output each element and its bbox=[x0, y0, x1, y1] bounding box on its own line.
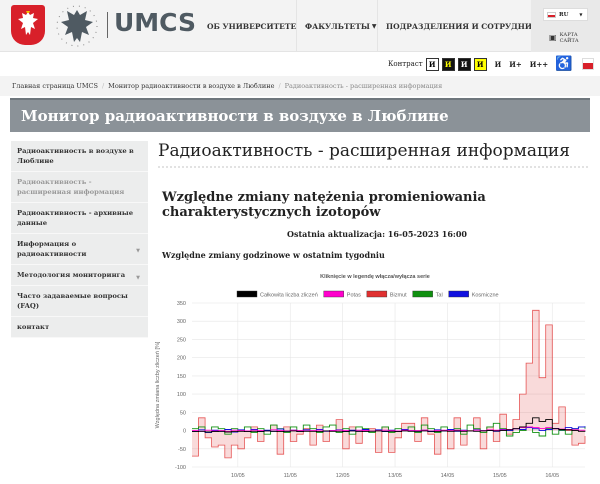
y-tick-label: 300 bbox=[177, 319, 186, 325]
nav-about[interactable]: ОБ УНИВЕРСИТЕТЕ bbox=[199, 0, 304, 52]
y-tick-label: 150 bbox=[177, 374, 186, 380]
page-banner: Монитор радиоактивности в воздухе в Любл… bbox=[10, 98, 590, 132]
wheelchair-accessibility-icon[interactable]: ♿ bbox=[555, 56, 573, 72]
contrast-default-button[interactable]: И bbox=[425, 57, 439, 71]
legend-item[interactable]: Całkowita liczba zliczeń bbox=[236, 290, 318, 299]
legend-label: Całkowita liczba zliczeń bbox=[260, 293, 318, 299]
contrast-yellow-black-button[interactable]: И bbox=[473, 57, 487, 71]
sitemap-label: КАРТА bbox=[559, 32, 578, 38]
sidebar-item-label: Радиоактивность - расширенная информация bbox=[17, 178, 125, 196]
legend-label: Potas bbox=[347, 293, 361, 299]
y-tick-label: -100 bbox=[175, 465, 186, 471]
sitemap-label: САЙТА bbox=[559, 38, 579, 44]
breadcrumb-separator: / bbox=[101, 82, 105, 90]
x-tick-label: 15/05 bbox=[493, 473, 507, 479]
nav-faculties[interactable]: ФАКУЛЬТЕТЫ ▼ bbox=[296, 0, 384, 52]
sidebar-item-label: Методология мониторинга bbox=[17, 271, 126, 279]
sidebar-item-label: Радиоактивность в воздухе в Люблине bbox=[17, 147, 134, 165]
nav-departments[interactable]: ПОДРАЗДЕЛЕНИЯ И СОТРУДНИКИ bbox=[377, 0, 554, 52]
contrast-label: Контраст bbox=[388, 60, 423, 68]
legend-item[interactable]: Bizmut bbox=[366, 290, 407, 299]
legend-item[interactable]: Kosmiczne bbox=[448, 290, 499, 299]
sidebar-item-label: Информация о радиоактивности bbox=[17, 240, 87, 258]
language-value: RU bbox=[559, 11, 569, 18]
legend-label: Bizmut bbox=[390, 293, 407, 299]
x-tick-label: 14/05 bbox=[441, 473, 455, 479]
radioactivity-chart: Kliknięcie w legendę włącza/wyłącza seri… bbox=[155, 274, 586, 479]
x-tick-label: 12/05 bbox=[336, 473, 350, 479]
flag-icon bbox=[547, 11, 556, 18]
legend-swatch bbox=[412, 290, 433, 298]
font-size-larger-button[interactable]: И++ bbox=[529, 59, 549, 69]
chevron-down-icon: ▼ bbox=[371, 22, 377, 30]
site-header: UMCS ОБ УНИВЕРСИТЕТЕ ФАКУЛЬТЕТЫ ▼ ПОДРАЗД… bbox=[0, 0, 600, 52]
umcs-eagle-logo[interactable] bbox=[55, 4, 100, 48]
legend-swatch bbox=[236, 290, 258, 298]
sidebar-item-methodology[interactable]: Методология мониторинга ▼ bbox=[11, 265, 148, 286]
y-tick-label: 200 bbox=[177, 356, 186, 362]
legend-item[interactable]: Potas bbox=[323, 290, 361, 299]
poland-emblem-logo[interactable] bbox=[11, 5, 45, 45]
y-tick-label: 350 bbox=[177, 301, 186, 307]
legend-label: Tal bbox=[436, 293, 443, 299]
legend-swatch bbox=[323, 290, 344, 298]
legend-swatch bbox=[448, 290, 469, 298]
sidebar-item-label: Радиоактивность - архивные данные bbox=[17, 209, 134, 227]
chevron-down-icon: ▼ bbox=[579, 12, 583, 17]
x-tick-label: 10/05 bbox=[231, 473, 245, 479]
y-tick-label: 100 bbox=[177, 392, 186, 398]
last-update: Ostatnia aktualizacja: 16-05-2023 16:00 bbox=[287, 229, 467, 239]
nav-label: ОБ УНИВЕРСИТЕТЕ bbox=[207, 21, 297, 31]
breadcrumb-current: Радиоактивность - расширенная информация bbox=[284, 82, 443, 90]
contrast-black-white-button[interactable]: И bbox=[457, 57, 471, 71]
breadcrumb: Главная страница UMCS / Монитор радиоакти… bbox=[0, 76, 600, 96]
language-select[interactable]: RU ▼ bbox=[543, 8, 588, 21]
x-tick-label: 13/05 bbox=[388, 473, 402, 479]
umcs-logo-text[interactable]: UMCS bbox=[114, 8, 196, 37]
logo-divider bbox=[107, 12, 108, 38]
legend-item[interactable]: Tal bbox=[412, 290, 443, 299]
sidebar-item-contact[interactable]: контакт bbox=[11, 317, 148, 338]
series-line-0 bbox=[192, 417, 586, 433]
sidebar-item-label: контакт bbox=[17, 323, 50, 331]
sidebar-item-extended-info[interactable]: Радиоактивность - расширенная информация bbox=[11, 172, 148, 203]
page-title: Радиоактивность - расширенная информация bbox=[158, 141, 570, 161]
chart-heading: Względne zmiany godzinowe w ostatnim tyg… bbox=[162, 250, 385, 260]
x-tick-label: 11/05 bbox=[284, 473, 297, 479]
breadcrumb-separator: / bbox=[278, 82, 281, 90]
font-size-normal-button[interactable]: И bbox=[494, 59, 502, 69]
chevron-down-icon: ▼ bbox=[136, 275, 140, 281]
chart-title: Kliknięcie w legendę włącza/wyłącza seri… bbox=[320, 274, 430, 280]
y-tick-label: -50 bbox=[178, 447, 186, 453]
series-line-3 bbox=[192, 422, 586, 437]
x-tick-label: 16/05 bbox=[545, 473, 559, 479]
title-divider bbox=[158, 166, 588, 169]
series-line-2 bbox=[192, 309, 586, 459]
nav-label: ПОДРАЗДЕЛЕНИЯ И СОТРУДНИКИ bbox=[386, 21, 546, 31]
sitemap-icon: ▣ bbox=[549, 33, 557, 42]
y-tick-label: 250 bbox=[177, 337, 186, 343]
y-axis-label: Względna zmiana liczby zliczeń [%] bbox=[155, 341, 161, 428]
sitemap-link[interactable]: ▣ КАРТА САЙТА bbox=[549, 32, 579, 44]
legend-swatch bbox=[366, 290, 388, 298]
breadcrumb-home[interactable]: Главная страница UMCS bbox=[12, 82, 98, 90]
nav-label: ФАКУЛЬТЕТЫ bbox=[305, 21, 370, 31]
sidebar-item-label: Часто задаваемые вопросы (FAQ) bbox=[17, 292, 128, 310]
sidebar-item-radioactivity-lublin[interactable]: Радиоактивность в воздухе в Люблине bbox=[11, 141, 148, 172]
y-tick-label: 50 bbox=[180, 410, 186, 416]
font-size-large-button[interactable]: И+ bbox=[509, 59, 522, 69]
accessibility-bar: Контраст И И И И И И+ И++ ♿ bbox=[388, 56, 594, 72]
breadcrumb-monitor[interactable]: Монитор радиоактивности в воздухе в Любл… bbox=[108, 82, 275, 90]
series-line-1 bbox=[192, 426, 586, 432]
contrast-black-yellow-button[interactable]: И bbox=[441, 57, 455, 71]
sidebar: Радиоактивность в воздухе в Люблине Ради… bbox=[11, 141, 148, 338]
chevron-down-icon: ▼ bbox=[136, 248, 140, 254]
sidebar-item-archive[interactable]: Радиоактивность - архивные данные bbox=[11, 203, 148, 234]
sidebar-item-info[interactable]: Информация о радиоактивности ▼ bbox=[11, 234, 148, 265]
legend-label: Kosmiczne bbox=[472, 293, 499, 299]
sidebar-item-faq[interactable]: Часто задаваемые вопросы (FAQ) bbox=[11, 286, 148, 317]
section-heading: Względne zmiany natężenia promieniowania… bbox=[162, 190, 486, 220]
bip-icon[interactable] bbox=[581, 58, 594, 70]
y-tick-label: 0 bbox=[183, 429, 186, 435]
